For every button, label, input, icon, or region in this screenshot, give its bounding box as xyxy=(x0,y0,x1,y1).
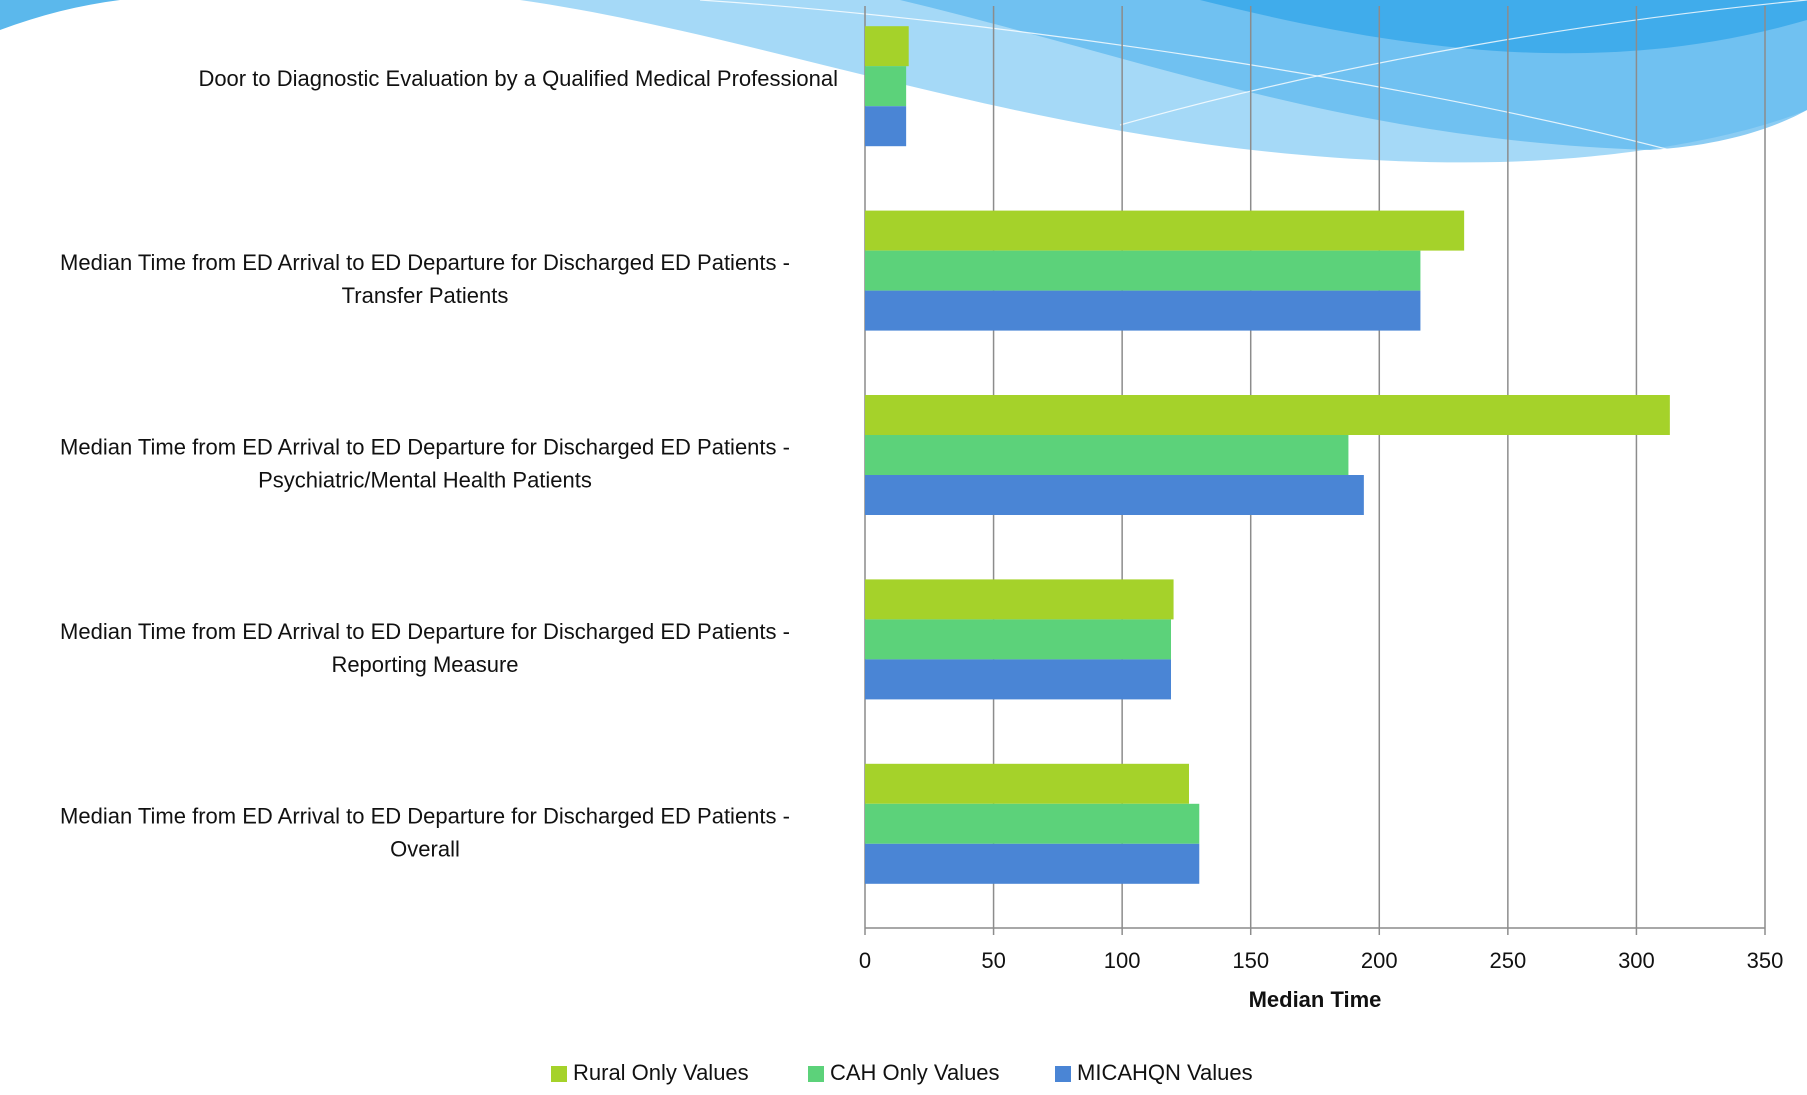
label-line: Overall xyxy=(390,836,460,861)
y-tick-label: Median Time from ED Arrival to ED Depart… xyxy=(60,434,790,492)
label-line: Transfer Patients xyxy=(342,283,509,308)
legend-label: MICAHQN Values xyxy=(1077,1060,1253,1085)
bar xyxy=(865,66,907,107)
label-line: Median Time from ED Arrival to ED Depart… xyxy=(60,803,790,828)
x-axis-title: Median Time xyxy=(1249,987,1382,1012)
bar xyxy=(865,803,1200,844)
label-line: Reporting Measure xyxy=(331,652,518,677)
bar xyxy=(865,843,1200,884)
y-tick-label: Median Time from ED Arrival to ED Depart… xyxy=(60,803,790,861)
legend-label: CAH Only Values xyxy=(830,1060,1000,1085)
bar xyxy=(865,619,1171,660)
bar xyxy=(865,475,1364,515)
y-tick-label: Median Time from ED Arrival to ED Depart… xyxy=(60,619,790,677)
bar xyxy=(865,290,1421,331)
background-wave xyxy=(0,0,1807,163)
x-tick-label: 150 xyxy=(1232,948,1269,973)
bar xyxy=(865,250,1421,291)
bar xyxy=(865,659,1171,700)
bar xyxy=(865,579,1174,620)
label-line: Psychiatric/Mental Health Patients xyxy=(258,467,592,492)
label-line: Median Time from ED Arrival to ED Depart… xyxy=(60,250,790,275)
bar xyxy=(865,210,1465,251)
legend-swatch xyxy=(551,1066,567,1082)
bar xyxy=(865,763,1189,804)
x-tick-label: 0 xyxy=(859,948,871,973)
x-tick-label: 300 xyxy=(1618,948,1655,973)
y-tick-label: Median Time from ED Arrival to ED Depart… xyxy=(60,250,790,308)
bar xyxy=(865,395,1670,435)
label-line: Median Time from ED Arrival to ED Depart… xyxy=(60,619,790,644)
x-tick-label: 50 xyxy=(981,948,1005,973)
bar xyxy=(865,106,907,147)
legend-swatch xyxy=(1055,1066,1071,1082)
label-line: Door to Diagnostic Evaluation by a Quali… xyxy=(198,66,838,91)
legend-label: Rural Only Values xyxy=(573,1060,749,1085)
bar xyxy=(865,435,1349,475)
y-tick-label: Door to Diagnostic Evaluation by a Quali… xyxy=(198,66,838,91)
x-tick-label: 100 xyxy=(1104,948,1141,973)
x-tick-label: 200 xyxy=(1361,948,1398,973)
label-line: Median Time from ED Arrival to ED Depart… xyxy=(60,434,790,459)
x-tick-label: 250 xyxy=(1489,948,1526,973)
x-tick-label: 350 xyxy=(1747,948,1784,973)
bar xyxy=(865,26,909,67)
legend-swatch xyxy=(808,1066,824,1082)
